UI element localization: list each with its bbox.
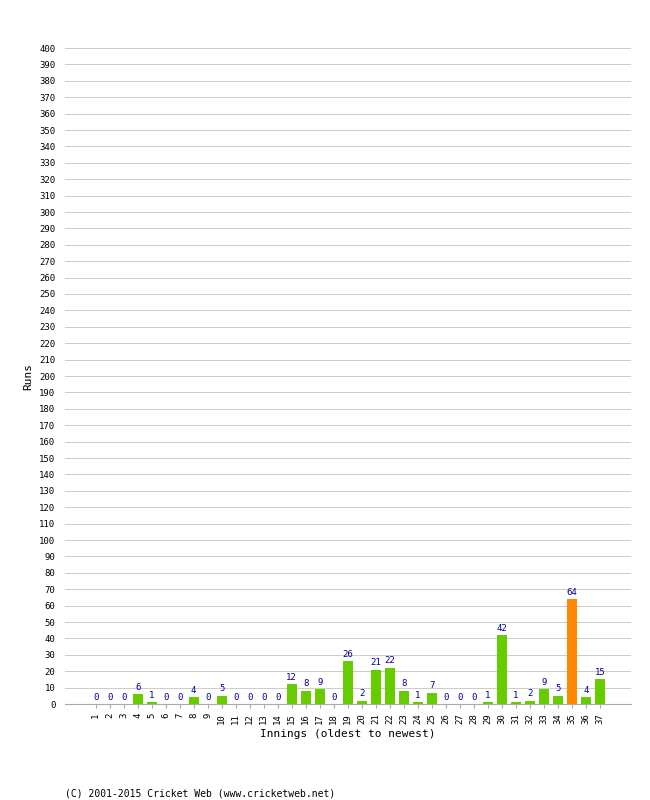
Text: 9: 9: [541, 678, 547, 686]
Bar: [553, 696, 563, 704]
Text: 0: 0: [163, 693, 168, 702]
Text: 42: 42: [497, 624, 507, 633]
Text: 4: 4: [191, 686, 196, 695]
Text: 22: 22: [384, 657, 395, 666]
Bar: [133, 694, 142, 704]
Text: 0: 0: [177, 693, 183, 702]
Text: 5: 5: [555, 684, 560, 694]
Bar: [147, 702, 157, 704]
Text: 7: 7: [429, 681, 434, 690]
Bar: [567, 599, 577, 704]
Text: 1: 1: [513, 691, 519, 700]
Bar: [217, 696, 227, 704]
Bar: [427, 693, 437, 704]
Text: 2: 2: [527, 690, 532, 698]
Bar: [343, 662, 353, 704]
Bar: [287, 684, 296, 704]
Text: 1: 1: [485, 691, 491, 700]
Text: 0: 0: [261, 693, 266, 702]
Bar: [301, 691, 311, 704]
Text: 5: 5: [219, 684, 224, 694]
Text: (C) 2001-2015 Cricket Web (www.cricketweb.net): (C) 2001-2015 Cricket Web (www.cricketwe…: [65, 788, 335, 798]
Text: 4: 4: [583, 686, 588, 695]
Bar: [511, 702, 521, 704]
Text: 0: 0: [331, 693, 337, 702]
Bar: [525, 701, 535, 704]
Text: 0: 0: [93, 693, 98, 702]
X-axis label: Innings (oldest to newest): Innings (oldest to newest): [260, 730, 436, 739]
Text: 0: 0: [247, 693, 252, 702]
Text: 15: 15: [595, 668, 605, 677]
Bar: [413, 702, 422, 704]
Text: 8: 8: [401, 679, 406, 689]
Bar: [581, 698, 591, 704]
Text: 64: 64: [567, 587, 577, 597]
Text: 1: 1: [415, 691, 421, 700]
Text: 26: 26: [343, 650, 353, 659]
Text: 8: 8: [303, 679, 308, 689]
Bar: [595, 679, 604, 704]
Bar: [385, 668, 395, 704]
Y-axis label: Runs: Runs: [23, 362, 34, 390]
Bar: [497, 635, 507, 704]
Text: 0: 0: [275, 693, 280, 702]
Bar: [399, 691, 409, 704]
Text: 9: 9: [317, 678, 322, 686]
Bar: [371, 670, 381, 704]
Bar: [483, 702, 493, 704]
Bar: [188, 698, 198, 704]
Text: 21: 21: [370, 658, 381, 667]
Text: 0: 0: [205, 693, 211, 702]
Bar: [357, 701, 367, 704]
Text: 0: 0: [457, 693, 463, 702]
Text: 0: 0: [121, 693, 126, 702]
Text: 0: 0: [107, 693, 112, 702]
Text: 6: 6: [135, 682, 140, 692]
Text: 1: 1: [149, 691, 154, 700]
Bar: [539, 690, 549, 704]
Text: 0: 0: [233, 693, 239, 702]
Text: 2: 2: [359, 690, 365, 698]
Text: 0: 0: [471, 693, 476, 702]
Text: 12: 12: [287, 673, 297, 682]
Bar: [315, 690, 324, 704]
Text: 0: 0: [443, 693, 448, 702]
